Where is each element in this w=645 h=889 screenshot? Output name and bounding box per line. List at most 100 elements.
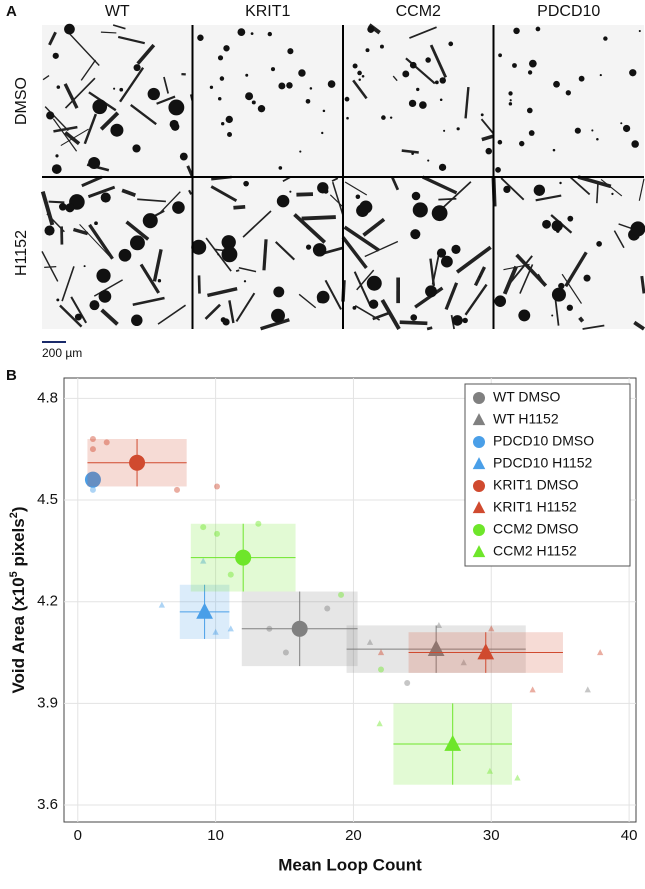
x-tick-label: 30 xyxy=(483,827,500,844)
column-label: KRIT1 xyxy=(245,3,290,20)
cell-cluster xyxy=(268,32,272,36)
vessel xyxy=(400,322,428,323)
cell-cluster xyxy=(218,55,223,60)
circle-marker xyxy=(214,483,220,489)
cell-cluster xyxy=(287,48,293,54)
cell-cluster xyxy=(131,315,142,326)
cell-cluster xyxy=(84,265,86,267)
cell-cluster xyxy=(591,129,593,131)
cell-cluster xyxy=(579,76,585,82)
cell-cluster xyxy=(495,167,501,173)
cell-cluster xyxy=(64,24,75,35)
cell-cluster xyxy=(55,154,58,157)
cell-cluster xyxy=(410,314,417,321)
cell-cluster xyxy=(503,186,510,193)
column-label: WT xyxy=(105,3,130,20)
circle-marker xyxy=(473,436,485,448)
circle-marker xyxy=(200,524,206,530)
cell-cluster xyxy=(584,275,591,282)
cell-cluster xyxy=(432,205,448,221)
cell-cluster xyxy=(519,141,524,146)
cell-cluster xyxy=(289,191,291,193)
circle-marker xyxy=(90,487,96,493)
cell-cluster xyxy=(180,153,188,161)
cell-cluster xyxy=(623,125,630,132)
legend-label: PDCD10 DMSO xyxy=(493,433,594,449)
cell-cluster xyxy=(410,62,417,69)
cell-cluster xyxy=(299,150,301,152)
x-tick-label: 20 xyxy=(345,827,362,844)
cell-cluster xyxy=(353,63,358,68)
cell-cluster xyxy=(362,75,365,78)
micrograph xyxy=(42,25,193,177)
cell-cluster xyxy=(286,82,293,89)
cell-cluster xyxy=(425,57,431,63)
cell-cluster xyxy=(553,81,560,88)
cell-cluster xyxy=(223,318,230,325)
legend-label: WT DMSO xyxy=(493,389,561,405)
cell-cluster xyxy=(237,28,245,36)
cell-cluster xyxy=(143,213,158,228)
circle-marker xyxy=(235,550,251,566)
legend-label: KRIT1 H1152 xyxy=(493,499,577,515)
cell-cluster xyxy=(110,124,123,137)
cell-cluster xyxy=(306,244,311,249)
circle-marker xyxy=(473,480,485,492)
cell-cluster xyxy=(134,64,141,71)
cell-cluster xyxy=(313,243,326,256)
cell-cluster xyxy=(494,295,506,307)
x-tick-label: 0 xyxy=(74,827,82,844)
y-axis-label: Void Area (x105 pixels2) xyxy=(8,506,29,693)
micrograph xyxy=(343,25,494,177)
cell-cluster xyxy=(245,92,253,100)
cell-cluster xyxy=(512,63,517,68)
vessel xyxy=(580,318,583,322)
cell-cluster xyxy=(629,69,636,76)
cell-cluster xyxy=(425,285,437,297)
circle-marker xyxy=(473,524,485,536)
circle-marker xyxy=(324,605,330,611)
cell-cluster xyxy=(75,314,82,321)
cell-cluster xyxy=(245,74,248,77)
vessel xyxy=(296,194,313,195)
cell-cluster xyxy=(457,127,460,130)
cell-cluster xyxy=(410,229,420,239)
cell-cluster xyxy=(345,97,350,102)
cell-cluster xyxy=(369,300,378,309)
cell-cluster xyxy=(218,97,222,101)
x-axis-label: Mean Loop Count xyxy=(278,855,422,874)
cell-cluster xyxy=(509,102,512,105)
circle-marker xyxy=(214,531,220,537)
cell-cluster xyxy=(99,290,112,303)
cell-cluster xyxy=(148,88,160,100)
cell-cluster xyxy=(441,256,453,268)
cell-cluster xyxy=(273,286,284,297)
cell-cluster xyxy=(552,288,566,302)
vessel xyxy=(236,270,239,271)
cell-cluster xyxy=(172,201,185,214)
cell-cluster xyxy=(53,53,59,59)
cell-cluster xyxy=(278,82,285,89)
row-label: H1152 xyxy=(13,230,30,276)
column-label: CCM2 xyxy=(396,3,441,20)
cell-cluster xyxy=(367,276,382,291)
vessel xyxy=(101,32,116,33)
label-part: Void Area (x10 xyxy=(9,577,28,693)
cell-cluster xyxy=(437,248,446,257)
cell-cluster xyxy=(221,122,224,125)
cell-cluster xyxy=(409,100,416,107)
row-label: DMSO xyxy=(13,77,30,125)
cell-cluster xyxy=(427,160,429,162)
cell-cluster xyxy=(96,269,110,283)
cell-cluster xyxy=(356,194,361,199)
circle-marker xyxy=(404,680,410,686)
cell-cluster xyxy=(217,253,219,255)
cell-cluster xyxy=(367,26,374,33)
cell-cluster xyxy=(542,220,551,229)
cell-cluster xyxy=(567,216,573,222)
cell-cluster xyxy=(197,35,203,41)
cell-cluster xyxy=(171,122,179,130)
cell-cluster xyxy=(271,67,275,71)
panel-label: A xyxy=(6,3,17,20)
